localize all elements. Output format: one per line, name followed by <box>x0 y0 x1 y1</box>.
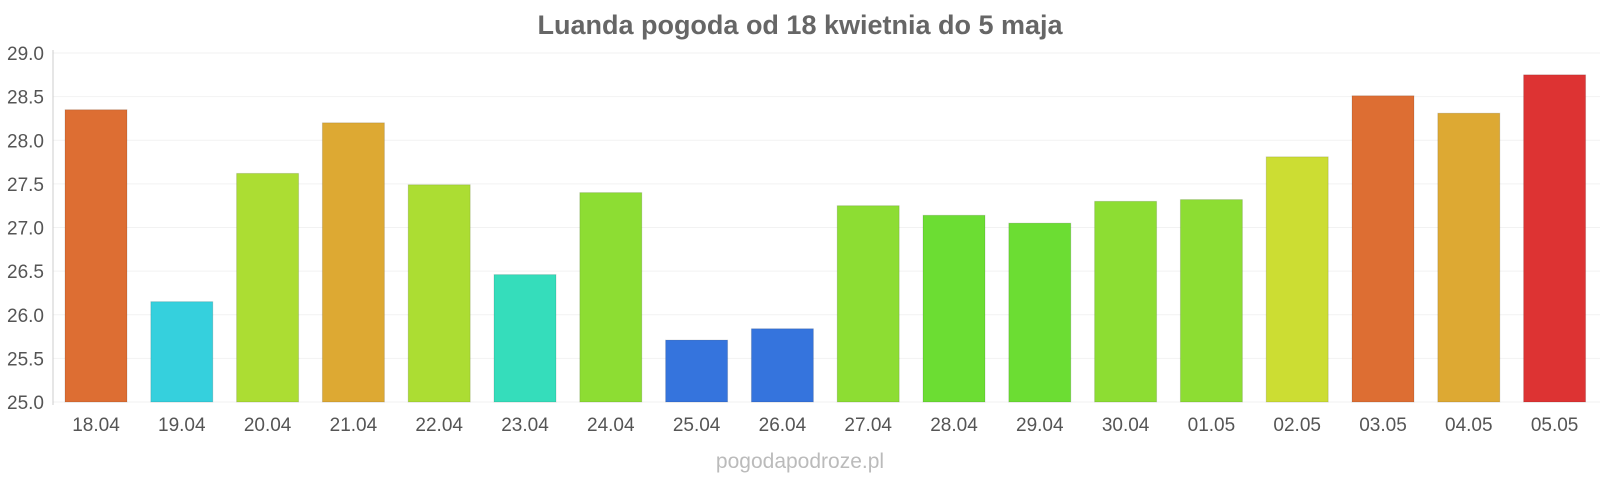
x-tick-label: 29.04 <box>1016 415 1064 436</box>
grid-lines <box>53 52 1600 403</box>
x-tick-label: 02.05 <box>1273 415 1321 436</box>
y-tick-label: 27.0 <box>7 219 44 240</box>
x-tick-label: 03.05 <box>1359 415 1407 436</box>
bar-27.04 <box>836 205 900 403</box>
x-tick-label: 04.05 <box>1445 415 1493 436</box>
bar-18.04 <box>64 109 128 403</box>
bar-02.05 <box>1265 156 1329 403</box>
x-tick-label: 22.04 <box>415 415 463 436</box>
x-tick-label: 26.04 <box>759 415 807 436</box>
x-tick-label: 25.04 <box>673 415 721 436</box>
bar-22.04 <box>407 184 471 403</box>
x-tick-label: 28.04 <box>930 415 978 436</box>
bar-19.04 <box>150 301 214 403</box>
x-tick-label: 18.04 <box>72 415 120 436</box>
x-tick-label: 23.04 <box>501 415 549 436</box>
bar-21.04 <box>321 122 385 403</box>
bar-03.05 <box>1351 95 1415 403</box>
x-tick-label: 27.04 <box>844 415 892 436</box>
y-tick-label: 27.5 <box>7 175 44 196</box>
bar-28.04 <box>922 214 986 403</box>
y-tick-label: 29.0 <box>7 44 44 65</box>
bars <box>64 74 1587 403</box>
bar-26.04 <box>750 328 814 403</box>
y-tick-label: 25.0 <box>7 393 44 414</box>
bar-29.04 <box>1008 222 1072 403</box>
x-axis-ticks: 18.04 19.04 20.04 21.04 22.04 23.04 24.04 25.04… <box>72 415 1578 436</box>
x-tick-label: 30.04 <box>1102 415 1150 436</box>
chart-title: Luanda pogoda od 18 kwietnia do 5 maja <box>537 10 1063 40</box>
bar-25.04 <box>665 339 729 403</box>
bar-05.05 <box>1523 74 1587 403</box>
y-tick-label: 28.0 <box>7 131 44 152</box>
y-tick-label: 26.5 <box>7 262 44 283</box>
bar-24.04 <box>579 192 643 403</box>
x-tick-label: 21.04 <box>330 415 378 436</box>
y-tick-label: 25.5 <box>7 349 44 370</box>
x-tick-label: 19.04 <box>158 415 206 436</box>
x-tick-label: 01.05 <box>1188 415 1236 436</box>
x-tick-label: 20.04 <box>244 415 292 436</box>
bar-23.04 <box>493 274 557 403</box>
bar-04.05 <box>1437 112 1501 403</box>
y-axis-ticks: 25.0 25.5 26.0 26.5 27.0 27.5 28.0 28.5 29.0 <box>7 44 44 414</box>
y-tick-label: 26.0 <box>7 306 44 327</box>
x-tick-label: 05.05 <box>1531 415 1579 436</box>
bar-30.04 <box>1094 200 1158 403</box>
x-tick-label: 24.04 <box>587 415 635 436</box>
y-tick-label: 28.5 <box>7 88 44 109</box>
bar-01.05 <box>1179 199 1243 403</box>
watermark: pogodapodroze.pl <box>715 450 885 473</box>
bar-20.04 <box>236 172 300 403</box>
